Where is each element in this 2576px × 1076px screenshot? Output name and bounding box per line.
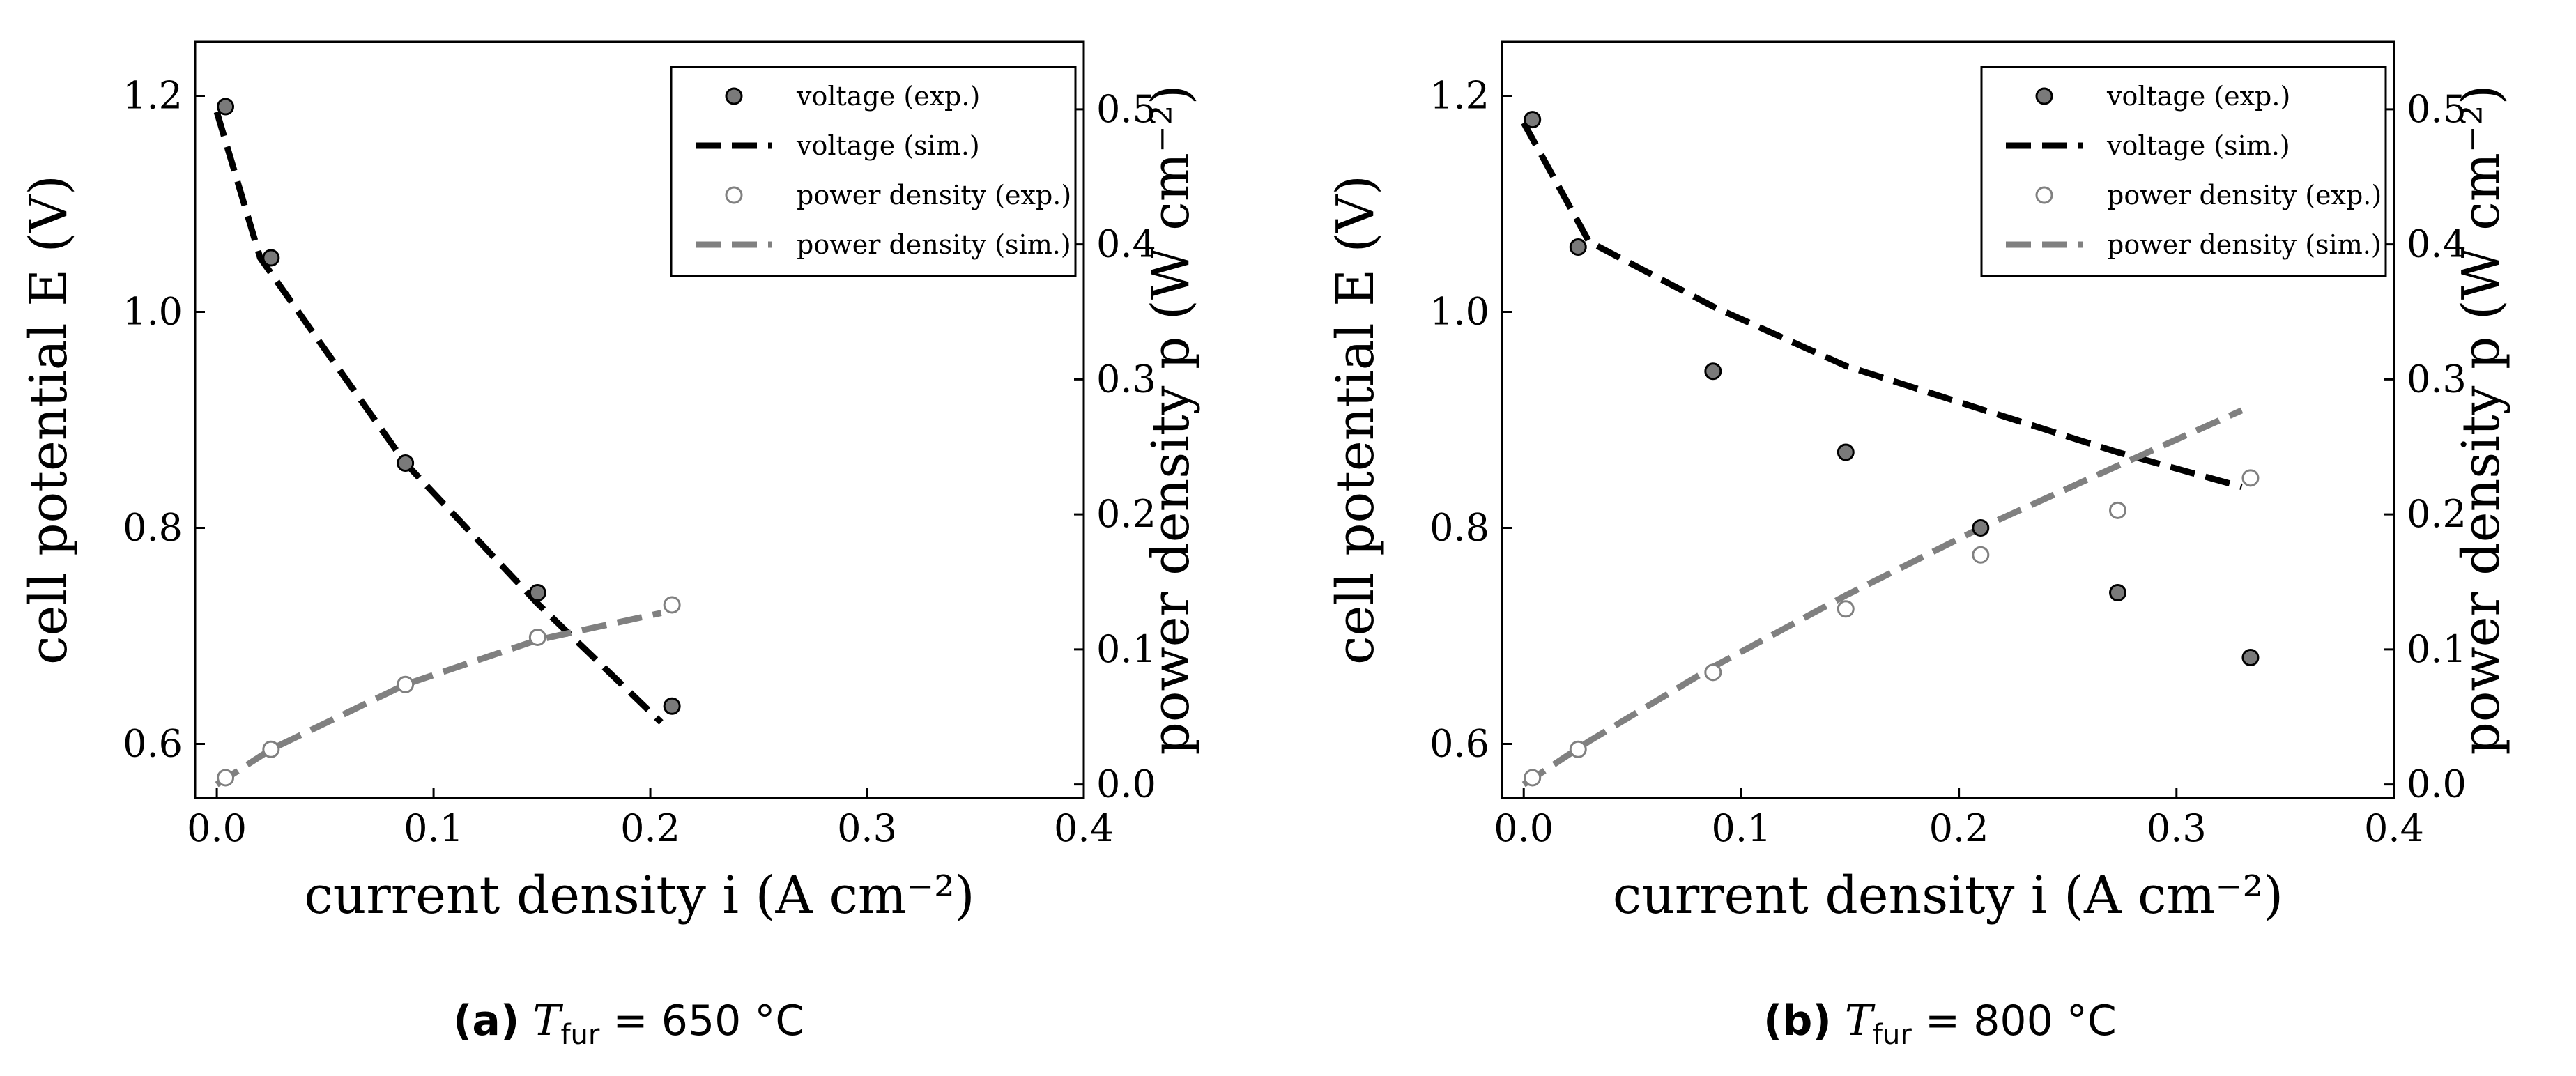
legend-swatch-voltage-exp <box>2035 87 2053 105</box>
y2-tick-label: 0.5 <box>2407 87 2467 131</box>
y-tick-label: 0.6 <box>123 722 183 766</box>
x-tick-label: 0.1 <box>1711 806 1771 850</box>
y2-tick-label: 0.1 <box>2407 627 2467 671</box>
y2-tick-label: 0.2 <box>2407 492 2467 536</box>
series-line-power-density-sim <box>215 610 662 787</box>
caption-b-value: = 800 °C <box>1924 997 2117 1045</box>
y-tick-label: 1.2 <box>123 74 183 118</box>
data-point-voltage-exp <box>528 584 546 601</box>
data-point-voltage-exp <box>663 697 681 715</box>
data-point-power-density-exp <box>1704 663 1722 682</box>
x-tick-label: 0.2 <box>1929 806 1989 850</box>
data-point-power-density-exp <box>1837 600 1855 618</box>
x-tick-label: 0.0 <box>1494 806 1554 850</box>
legend-label-power-density-sim: power density (sim.) <box>797 229 1071 260</box>
legend: voltage (exp.) voltage (sim.) power densit… <box>1980 66 2387 277</box>
caption-a-value: = 650 °C <box>613 997 805 1045</box>
legend-label-power-density-exp: power density (exp.) <box>2107 180 2382 210</box>
legend-label-voltage-exp: voltage (exp.) <box>2106 81 2290 112</box>
legend-label-voltage-sim: voltage (sim.) <box>796 130 980 161</box>
x-axis-label: current density i (A cm⁻²) <box>304 866 974 925</box>
data-point-power-density-exp <box>1972 546 1990 564</box>
caption-b-sub: fur <box>1872 1019 1912 1051</box>
caption-a-sub: fur <box>560 1019 600 1051</box>
data-point-power-density-exp <box>262 740 280 758</box>
data-point-power-density-exp <box>2241 469 2260 487</box>
y2-tick-label: 0.4 <box>1096 222 1156 266</box>
y2-tick-label: 0.2 <box>1096 492 1156 536</box>
plot-frame <box>1501 40 2395 799</box>
data-point-power-density-exp <box>528 628 546 646</box>
legend: voltage (exp.) voltage (sim.) power densit… <box>670 66 1077 277</box>
legend-label-power-density-exp: power density (exp.) <box>797 180 1071 210</box>
chart-panel-a: 0.0 0.1 0.2 0.3 0.4 0.6 0.8 1.0 1.2 0.0 0.1 0.2 0.3 0… <box>19 40 1201 925</box>
legend-swatch-power-density-exp <box>2035 186 2053 204</box>
y2-tick-label: 0.5 <box>1096 87 1156 131</box>
legend-label-voltage-exp: voltage (exp.) <box>796 81 980 112</box>
x-tick-label: 0.4 <box>2364 806 2424 850</box>
y-tick-label: 0.8 <box>123 506 183 550</box>
x-axis-label: current density i (A cm⁻²) <box>1613 866 2283 925</box>
y-tick-label: 0.8 <box>1429 506 1489 550</box>
series-line-power-density-sim <box>1521 407 2244 787</box>
y2-axis-label: power density p (W cm⁻²) <box>1141 84 1201 755</box>
y2-axis-label: power density p (W cm⁻²) <box>2451 84 2511 755</box>
series-line-voltage-sim <box>213 111 664 725</box>
data-point-voltage-exp <box>1569 238 1587 256</box>
y2-tick-label: 0.3 <box>1096 357 1156 401</box>
x-tick-label: 0.0 <box>187 806 247 850</box>
x-tick-label: 0.4 <box>1054 806 1114 850</box>
data-point-voltage-exp <box>397 454 415 472</box>
y2-tick-label: 0.0 <box>2407 762 2467 806</box>
caption-a-label: (a) <box>453 997 520 1045</box>
legend-swatch-power-density-exp <box>725 186 743 204</box>
y2-tick-label: 0.1 <box>1096 627 1156 671</box>
x-tick-label: 0.2 <box>620 806 680 850</box>
y2-tick-label: 0.4 <box>2407 222 2467 266</box>
data-point-voltage-exp <box>1837 443 1855 461</box>
caption-b-var: T <box>1844 997 1873 1045</box>
y-axis-label: cell potential E (V) <box>1326 175 1386 665</box>
data-point-voltage-exp <box>1524 111 1542 129</box>
caption-a-var: T <box>532 997 561 1045</box>
plot-frame <box>194 40 1085 799</box>
data-point-voltage-exp <box>2241 649 2260 666</box>
y-tick-label: 0.6 <box>1429 722 1489 766</box>
x-tick-label: 0.3 <box>837 806 897 850</box>
data-point-voltage-exp <box>1972 519 1990 537</box>
data-point-voltage-exp <box>2109 584 2127 601</box>
caption-b: (b) Tfur = 800 °C <box>1763 997 2117 1051</box>
legend-label-voltage-sim: voltage (sim.) <box>2106 130 2290 161</box>
y-axis-label: cell potential E (V) <box>19 175 79 665</box>
legend-label-power-density-sim: power density (sim.) <box>2107 229 2382 260</box>
y2-tick-label: 0.0 <box>1096 762 1156 806</box>
data-point-power-density-exp <box>397 675 415 693</box>
x-tick-label: 0.1 <box>404 806 463 850</box>
data-point-voltage-exp <box>217 98 235 116</box>
data-point-voltage-exp <box>1704 362 1722 381</box>
y2-tick-label: 0.3 <box>2407 357 2467 401</box>
caption-b-label: (b) <box>1763 997 1832 1045</box>
caption-a: (a) Tfur = 650 °C <box>453 997 804 1051</box>
chart-panel-b: 0.0 0.1 0.2 0.3 0.4 0.6 0.8 1.0 1.2 0.0 0.1 0.2 0.3 0… <box>1326 40 2511 925</box>
data-point-power-density-exp <box>663 596 681 614</box>
y-tick-label: 1.0 <box>123 290 183 334</box>
series-line-voltage-sim <box>1521 121 2243 490</box>
data-point-power-density-exp <box>217 769 235 787</box>
x-tick-label: 0.3 <box>2147 806 2207 850</box>
y-tick-label: 1.2 <box>1429 74 1489 118</box>
y-tick-label: 1.0 <box>1429 290 1489 334</box>
data-point-power-density-exp <box>1569 740 1587 758</box>
data-point-voltage-exp <box>262 249 280 267</box>
legend-swatch-voltage-exp <box>725 87 743 105</box>
data-point-power-density-exp <box>1524 769 1542 787</box>
data-point-power-density-exp <box>2109 501 2127 519</box>
